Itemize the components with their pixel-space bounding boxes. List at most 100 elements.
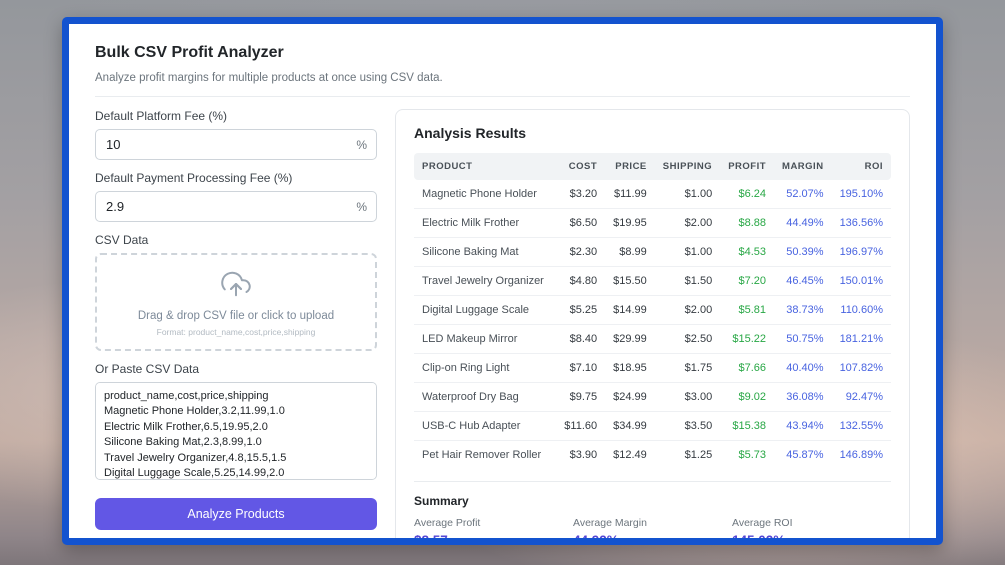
upload-cloud-icon [221, 271, 251, 303]
cell-cost: $5.25 [556, 295, 606, 325]
cell-cost: $7.10 [556, 353, 606, 383]
cell-roi: 110.60% [831, 295, 891, 325]
download-results-button[interactable]: Download Results as CSV [95, 539, 377, 545]
cell-product: LED Makeup Mirror [414, 324, 557, 354]
cell-margin: 45.87% [786, 449, 824, 461]
average-roi-label: Average ROI [732, 517, 793, 529]
cell-profit: $7.20 [720, 266, 775, 296]
average-profit-label: Average Profit [414, 517, 481, 529]
header-divider [95, 96, 910, 97]
cell-roi: 150.01% [831, 266, 891, 296]
table-row: Clip-on Ring Light $7.10 $18.95 $1.75 $7… [414, 353, 891, 383]
paste-csv-label: Or Paste CSV Data [95, 362, 200, 376]
cell-profit: $5.73 [738, 449, 767, 461]
cell-profit: $9.02 [720, 382, 775, 412]
cell-price: $14.99 [605, 295, 655, 325]
cell-margin: 46.45% [774, 266, 832, 296]
cell-product: Silicone Baking Mat [414, 237, 557, 267]
platform-fee-wrap: % [95, 129, 377, 160]
cell-roi: 132.55% [831, 411, 891, 441]
cell-cost: $3.20 [556, 180, 606, 209]
cell-cost: $9.75 [556, 382, 606, 412]
cell-shipping: $1.75 [654, 353, 721, 383]
cell-roi: 181.21% [831, 324, 891, 354]
cell-shipping: $2.00 [654, 295, 721, 325]
cell-price: $15.50 [605, 266, 655, 296]
summary-average-roi: Average ROI 145.02% [732, 517, 891, 545]
cell-roi: 107.82% [831, 353, 891, 383]
cell-margin: 52.07% [774, 180, 832, 209]
average-margin-label: Average Margin [573, 517, 647, 529]
column-header-roi: ROI [831, 153, 891, 180]
cell-price: $8.99 [605, 237, 655, 267]
cell-product: Electric Milk Frother [414, 208, 557, 238]
cell-product: Pet Hair Remover Roller [422, 449, 542, 461]
cell-margin: 44.49% [774, 208, 832, 238]
cell-roi: 136.56% [831, 208, 891, 238]
processing-fee-input[interactable] [95, 191, 377, 222]
cell-profit: $5.81 [720, 295, 775, 325]
column-header-price: PRICE [605, 153, 655, 180]
platform-fee-label: Default Platform Fee (%) [95, 109, 228, 123]
column-header-profit: PROFIT [720, 153, 775, 180]
table-row: Magnetic Phone Holder $3.20 $11.99 $1.00… [414, 180, 891, 209]
results-card: Analysis Results PRODUCT COST PRICE SHIP… [395, 109, 910, 545]
dropzone-text: Drag & drop CSV file or click to upload [137, 310, 335, 322]
table-row: Electric Milk Frother $6.50 $19.95 $2.00… [414, 208, 891, 238]
cell-product: Clip-on Ring Light [414, 353, 557, 383]
table-row: Digital Luggage Scale $5.25 $14.99 $2.00… [414, 295, 891, 325]
cell-roi: 146.89% [839, 449, 883, 461]
cell-shipping: $1.00 [654, 237, 721, 267]
cell-shipping: $3.50 [654, 411, 721, 441]
cell-cost: $4.80 [556, 266, 606, 296]
cell-profit: $15.22 [720, 324, 775, 354]
table-row: LED Makeup Mirror $8.40 $29.99 $2.50 $15… [414, 324, 891, 354]
analyze-products-button[interactable]: Analyze Products [95, 498, 377, 530]
dropzone-format-hint: Format: product_name,cost,price,shipping [156, 327, 316, 337]
cell-margin: 43.94% [774, 411, 832, 441]
cell-price: $18.95 [605, 353, 655, 383]
cell-shipping: $1.00 [654, 180, 721, 209]
page-subtitle: Analyze profit margins for multiple prod… [95, 72, 443, 84]
table-row: Travel Jewelry Organizer $4.80 $15.50 $1… [414, 266, 891, 296]
column-header-product: PRODUCT [414, 153, 557, 180]
average-margin-value: 44.92% [573, 533, 619, 545]
csv-textarea[interactable]: product_name,cost,price,shipping Magneti… [95, 382, 377, 480]
cell-price: $12.49 [613, 449, 647, 461]
summary-title: Summary [414, 494, 469, 508]
cell-margin: 36.08% [774, 382, 832, 412]
column-header-margin: MARGIN [774, 153, 832, 180]
column-header-cost: COST [556, 153, 606, 180]
cell-product: Travel Jewelry Organizer [414, 266, 557, 296]
average-roi-value: 145.02% [732, 533, 786, 545]
cell-profit: $15.38 [720, 411, 775, 441]
results-table: PRODUCT COST PRICE SHIPPING PROFIT MARGI… [414, 153, 891, 469]
cell-product: USB-C Hub Adapter [414, 411, 557, 441]
cell-shipping: $1.50 [654, 266, 721, 296]
input-panel: Default Platform Fee (%) % Default Payme… [95, 109, 377, 545]
processing-fee-label: Default Payment Processing Fee (%) [95, 171, 293, 185]
table-row: Pet Hair Remover Roller $3.90 $12.49 $1.… [414, 441, 891, 470]
cell-shipping: $2.50 [654, 324, 721, 354]
platform-fee-input[interactable] [95, 129, 377, 160]
table-row: USB-C Hub Adapter $11.60 $34.99 $3.50 $1… [414, 411, 891, 441]
cell-profit: $4.53 [720, 237, 775, 267]
results-table-body: Magnetic Phone Holder $3.20 $11.99 $1.00… [414, 180, 891, 469]
cell-cost: $8.40 [556, 324, 606, 354]
processing-fee-wrap: % [95, 191, 377, 222]
cell-profit: $8.88 [720, 208, 775, 238]
cell-price: $29.99 [605, 324, 655, 354]
results-table-head: PRODUCT COST PRICE SHIPPING PROFIT MARGI… [414, 153, 891, 180]
summary-average-profit: Average Profit $8.57 [414, 517, 573, 545]
table-row: Waterproof Dry Bag $9.75 $24.99 $3.00 $9… [414, 382, 891, 412]
app-card: Bulk CSV Profit Analyzer Analyze profit … [62, 17, 943, 545]
average-profit-value: $8.57 [414, 533, 448, 545]
results-title: Analysis Results [414, 125, 527, 141]
summary-average-margin: Average Margin 44.92% [573, 517, 732, 545]
cell-price: $24.99 [605, 382, 655, 412]
cell-price: $11.99 [605, 180, 655, 209]
summary-section: Summary Average Profit $8.57 Average Mar… [414, 481, 891, 545]
csv-dropzone[interactable]: Drag & drop CSV file or click to upload … [95, 253, 377, 351]
cell-shipping: $3.00 [654, 382, 721, 412]
